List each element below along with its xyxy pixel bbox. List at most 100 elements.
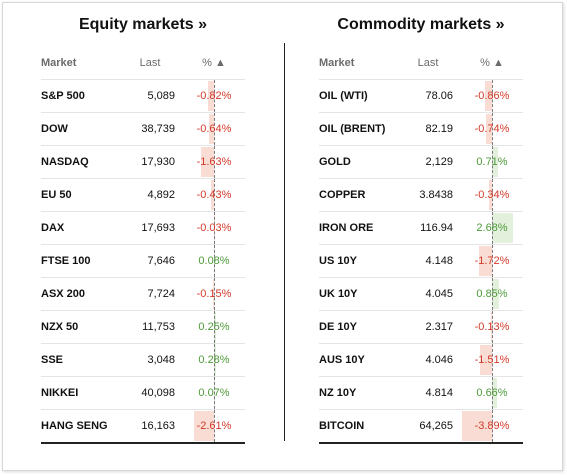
market-name[interactable]: GOLD [319,145,403,179]
percent-change-cell: 2.68% [461,211,523,245]
percent-change-value: -1.72% [474,255,510,267]
market-name[interactable]: DOW [41,112,125,146]
table-row[interactable]: BITCOIN 64,265 -3.89% [319,409,523,444]
change-bar [492,213,513,243]
table-row[interactable]: UK 10Y 4.045 0.85% [319,277,523,311]
table-row[interactable]: DAX 17,693 -0.03% [41,211,245,245]
change-bar [478,246,492,276]
change-bar [489,180,492,210]
percent-change-value: -0.64% [196,123,232,135]
last-column-header[interactable]: Last [403,47,461,80]
zero-line [214,245,215,277]
equity-markets-title-link[interactable]: Equity markets » [78,16,208,33]
market-name[interactable]: IRON ORE [319,211,403,245]
market-name[interactable]: ASX 200 [41,277,125,311]
table-row[interactable]: ASX 200 7,724 -0.15% [41,277,245,311]
zero-line [214,146,215,178]
change-bar [214,345,217,375]
market-name[interactable]: OIL (WTI) [319,79,403,113]
last-price: 4.814 [403,376,461,410]
table-row[interactable]: IRON ORE 116.94 2.68% [319,211,523,245]
change-bar [492,378,498,408]
table-row[interactable]: HANG SENG 16,163 -2.61% [41,409,245,444]
change-bar [210,180,214,210]
table-row[interactable]: US 10Y 4.148 -1.72% [319,244,523,278]
table-row[interactable]: NIKKEI 40,098 0.07% [41,376,245,410]
market-name[interactable]: S&P 500 [41,79,125,113]
table-row[interactable]: EU 50 4,892 -0.43% [41,178,245,212]
commodity-markets-title-link[interactable]: Commodity markets » [337,16,505,33]
percent-change-cell: -0.64% [183,112,245,146]
market-name[interactable]: NZ 10Y [319,376,403,410]
last-price: 16,163 [125,409,183,444]
market-name[interactable]: UK 10Y [319,277,403,311]
last-price: 4.148 [403,244,461,278]
market-name[interactable]: OIL (BRENT) [319,112,403,146]
percent-change-value: -1.51% [474,354,510,366]
percent-change-value: -0.43% [196,189,232,201]
last-price: 2,129 [403,145,461,179]
percent-change-value: 0.07% [198,387,230,399]
table-row[interactable]: COPPER 3.8438 -0.34% [319,178,523,212]
percent-change-value: 0.28% [198,354,230,366]
zero-line [492,245,493,277]
market-name[interactable]: NZX 50 [41,310,125,344]
market-name[interactable]: AUS 10Y [319,343,403,377]
table-row[interactable]: FTSE 100 7,646 0.08% [41,244,245,278]
market-column-header[interactable]: Market [319,47,403,80]
market-name[interactable]: EU 50 [41,178,125,212]
last-price: 64,265 [403,409,461,444]
last-price: 4.046 [403,343,461,377]
zero-line [214,113,215,145]
percent-change-cell: 0.85% [461,277,523,311]
change-bar [193,411,214,441]
percent-change-cell: -0.82% [183,79,245,113]
percent-change-cell: -1.51% [461,343,523,377]
percent-change-cell: 0.66% [461,376,523,410]
percent-change-cell: 0.25% [183,310,245,344]
table-row[interactable]: OIL (WTI) 78.06 -0.86% [319,79,523,113]
percent-change-cell: -3.89% [461,409,523,444]
market-name[interactable]: SSE [41,343,125,377]
market-name[interactable]: COPPER [319,178,403,212]
table-row[interactable]: DE 10Y 2.317 -0.13% [319,310,523,344]
change-bar [461,411,492,441]
zero-line [214,311,215,343]
market-name[interactable]: FTSE 100 [41,244,125,278]
percent-change-cell: -0.34% [461,178,523,212]
market-name[interactable]: US 10Y [319,244,403,278]
percent-change-value: 0.25% [198,321,230,333]
percent-change-value: 0.66% [476,387,508,399]
zero-line [492,80,493,112]
market-name[interactable]: DAX [41,211,125,245]
change-bar [492,279,499,309]
last-price: 17,930 [125,145,183,179]
percent-change-value: 0.71% [476,156,508,168]
percent-change-column-header[interactable]: % ▲ [461,47,523,80]
zero-line [492,344,493,376]
percent-change-value: -2.61% [196,420,232,432]
market-name[interactable]: NIKKEI [41,376,125,410]
table-row[interactable]: NZX 50 11,753 0.25% [41,310,245,344]
table-row[interactable]: S&P 500 5,089 -0.82% [41,79,245,113]
zero-line [492,212,493,244]
market-name[interactable]: BITCOIN [319,409,403,444]
table-row[interactable]: OIL (BRENT) 82.19 -0.74% [319,112,523,146]
last-column-header[interactable]: Last [125,47,183,80]
market-column-header[interactable]: Market [41,47,125,80]
market-name[interactable]: DE 10Y [319,310,403,344]
market-name[interactable]: HANG SENG [41,409,125,444]
table-row[interactable]: NASDAQ 17,930 -1.63% [41,145,245,179]
market-name[interactable]: NASDAQ [41,145,125,179]
percent-change-cell: 0.71% [461,145,523,179]
last-price: 4,892 [125,178,183,212]
last-price: 38,739 [125,112,183,146]
table-row[interactable]: NZ 10Y 4.814 0.66% [319,376,523,410]
table-row[interactable]: GOLD 2,129 0.71% [319,145,523,179]
table-row[interactable]: AUS 10Y 4.046 -1.51% [319,343,523,377]
table-row[interactable]: DOW 38,739 -0.64% [41,112,245,146]
zero-line [214,278,215,310]
percent-change-column-header[interactable]: % ▲ [183,47,245,80]
zero-line [492,278,493,310]
table-row[interactable]: SSE 3,048 0.28% [41,343,245,377]
